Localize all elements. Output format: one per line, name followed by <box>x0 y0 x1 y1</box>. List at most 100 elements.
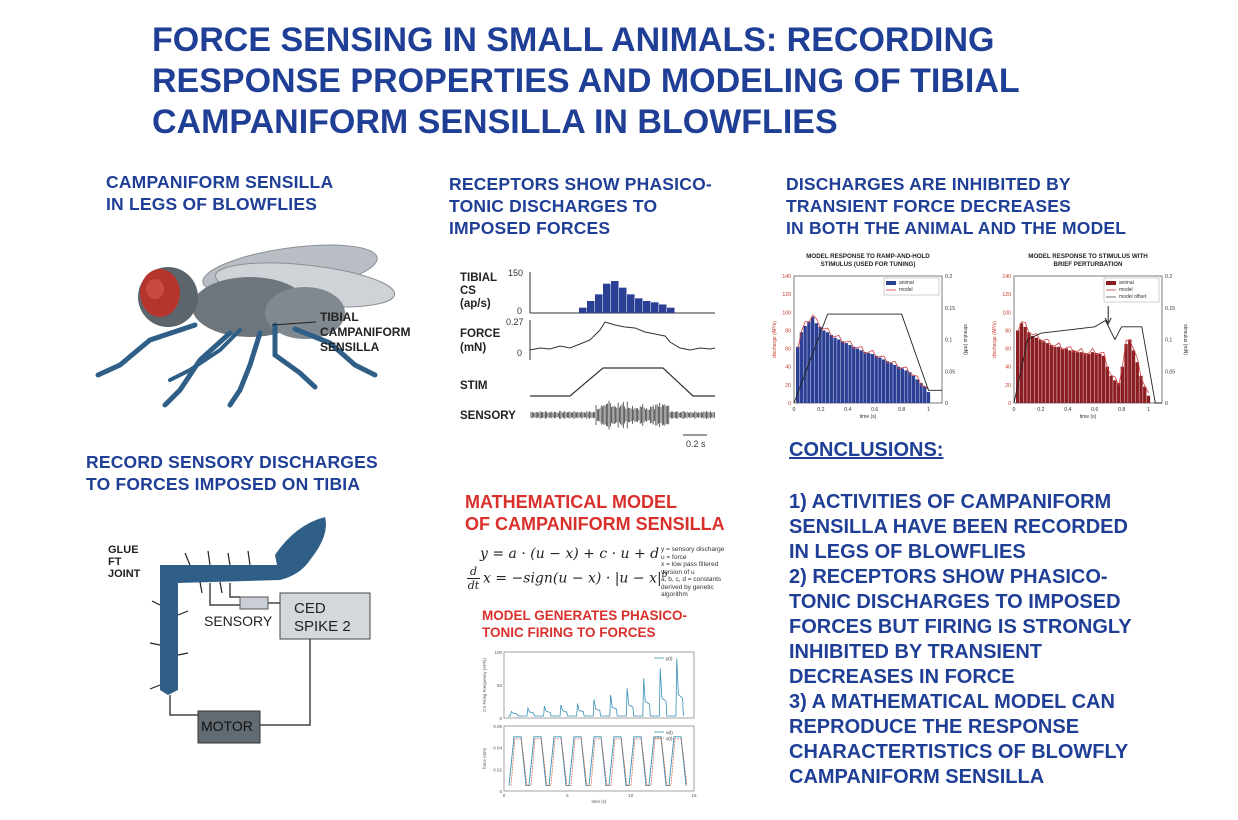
glue-label-line-3: JOINT <box>108 568 141 580</box>
histogram-bar <box>635 298 643 313</box>
histogram-bar <box>627 294 635 313</box>
conclusion-line: INHIBITED BY TRANSIENT <box>789 641 1042 663</box>
equation-legend-item: y = sensory discharge <box>661 546 725 553</box>
firing-y-tick: 50 <box>497 683 503 688</box>
force-legend-label: u(t) <box>666 730 673 735</box>
legend-label: model <box>899 287 913 293</box>
legend-label: animal <box>899 280 914 286</box>
discharge-bar <box>1143 386 1147 403</box>
legend-swatch <box>886 281 896 285</box>
discharge-bar <box>1135 362 1139 403</box>
recording-traces <box>529 272 716 436</box>
x-tick-label: 0.4 <box>1064 407 1071 413</box>
discharge-bar <box>1060 348 1065 403</box>
force-label-line-1: FORCE <box>460 328 501 340</box>
discharge-bar <box>855 348 860 403</box>
discharge-bar <box>844 343 848 403</box>
x-tick-label: 0.4 <box>844 407 851 413</box>
discharge-bar <box>1045 343 1050 403</box>
setup-diagram <box>149 517 371 744</box>
equation-legend-item: x = low pass filtered <box>661 561 719 568</box>
heading-model-gen-line-1: MODEL GENERATES PHASICO- <box>482 608 688 623</box>
model-line <box>1017 321 1150 394</box>
x-tick-label: 0.6 <box>1091 407 1098 413</box>
force-label: FORCE (mN) <box>460 327 500 355</box>
force-model-x-tick: 15 <box>691 793 697 798</box>
discharge-bar <box>1030 335 1035 403</box>
discharge-bar <box>874 355 878 403</box>
force-model-x-tick: 10 <box>628 793 634 798</box>
histogram-bar <box>619 287 627 313</box>
heading-receptors-line-1: RECEPTORS SHOW PHASICO- <box>449 174 712 194</box>
y-tick-label: 40 <box>785 365 791 371</box>
discharge-bar <box>1090 352 1095 403</box>
discharge-bar <box>859 350 863 403</box>
discharge-bar <box>799 332 804 403</box>
ced-label-line-2: SPIKE 2 <box>294 618 351 635</box>
model-line <box>797 314 929 390</box>
hist-tick-150: 150 <box>508 268 524 278</box>
discharge-bar <box>1139 375 1143 403</box>
y2-tick-label: 0.05 <box>945 369 955 375</box>
conclusions-list: 1) ACTIVITIES OF CAMPANIFORM SENSILLA HAV… <box>789 490 1229 790</box>
discharge-bar <box>881 359 886 403</box>
tibial-label-line-2: CS <box>460 285 476 297</box>
fly-label-line-3: SENSILLA <box>320 340 380 354</box>
derivative-denominator: dt <box>467 578 480 592</box>
y2-axis-label: stimulus (mN) <box>962 324 968 355</box>
heading-discharges-line-1: DISCHARGES ARE INHIBITED BY <box>786 174 1071 194</box>
discharge-bar <box>1120 366 1124 403</box>
chart-title: BRIEF PERTURBATION <box>1054 261 1124 268</box>
discharge-bar <box>1068 350 1072 403</box>
ced-box-label: CED SPIKE 2 <box>294 600 351 636</box>
equation-legend-item: derived by genetic <box>661 583 714 591</box>
discharge-bar <box>1124 344 1128 403</box>
discharge-bar <box>822 330 826 403</box>
title-line-2: RESPONSE PROPERTIES AND MODELING OF TIBI… <box>152 62 1020 100</box>
glue-label-line-2: FT <box>108 556 122 568</box>
heading-receptors-line-3: IMPOSED FORCES <box>449 218 611 238</box>
conclusions-heading: CONCLUSIONS: <box>789 439 944 461</box>
discharge-bar <box>1087 354 1091 403</box>
y-tick-label: 0 <box>788 401 791 407</box>
legend-box <box>883 277 940 296</box>
sensory-label: SENSORY <box>204 613 273 629</box>
x-tick-label: 1 <box>927 407 930 413</box>
x-tick-label: 0.6 <box>871 407 878 413</box>
discharge-bar <box>923 386 927 403</box>
discharge-bar <box>885 361 890 403</box>
x-tick-label: 0 <box>1013 407 1016 413</box>
fly-label-line-2: CAMPANIFORM <box>320 325 411 339</box>
y2-tick-label: 0 <box>945 401 948 407</box>
y-tick-label: 20 <box>1005 383 1011 389</box>
title-line-3: CAMPANIFORM SENSILLA IN BLOWFLIES <box>152 103 838 141</box>
discharge-bar <box>1116 383 1121 403</box>
force-model-x-label: time (s) <box>592 799 608 804</box>
discharge-bar <box>1057 346 1061 403</box>
y-tick-label: 80 <box>785 328 791 334</box>
firing-trace <box>508 658 684 717</box>
stim-trace <box>530 367 715 397</box>
discharge-bar <box>1083 353 1087 403</box>
heading-discharges: DISCHARGES ARE INHIBITED BY TRANSIENT FO… <box>786 173 1126 239</box>
discharge-bar <box>840 341 845 403</box>
legend-swatch <box>1106 281 1116 285</box>
equation-legend-item: u = force <box>661 553 687 561</box>
y-tick-label: 60 <box>785 347 791 353</box>
discharge-bar <box>1101 355 1106 403</box>
discharge-bar <box>848 344 852 403</box>
y2-tick-label: 0.1 <box>1165 338 1172 344</box>
equation-1: y = a · (u − x) + c · u + d <box>480 546 660 562</box>
equation-legend-item: a, b, c, d = constants <box>661 576 722 583</box>
discharge-bar <box>852 346 856 403</box>
discharge-bar <box>1105 366 1110 403</box>
conclusion-line: 1) ACTIVITIES OF CAMPANIFORM <box>789 491 1112 513</box>
sensory-spikes <box>530 400 715 430</box>
perturbation-arrow-head <box>1104 317 1112 326</box>
motor-label: MOTOR <box>201 718 253 734</box>
page-title: FORCE SENSING IN SMALL ANIMALS: RECORDIN… <box>152 20 1152 143</box>
discharge-bar <box>1098 354 1102 403</box>
discharge-bar <box>867 353 871 403</box>
histogram-bar <box>587 301 595 313</box>
y-tick-label: 0 <box>1008 401 1011 407</box>
